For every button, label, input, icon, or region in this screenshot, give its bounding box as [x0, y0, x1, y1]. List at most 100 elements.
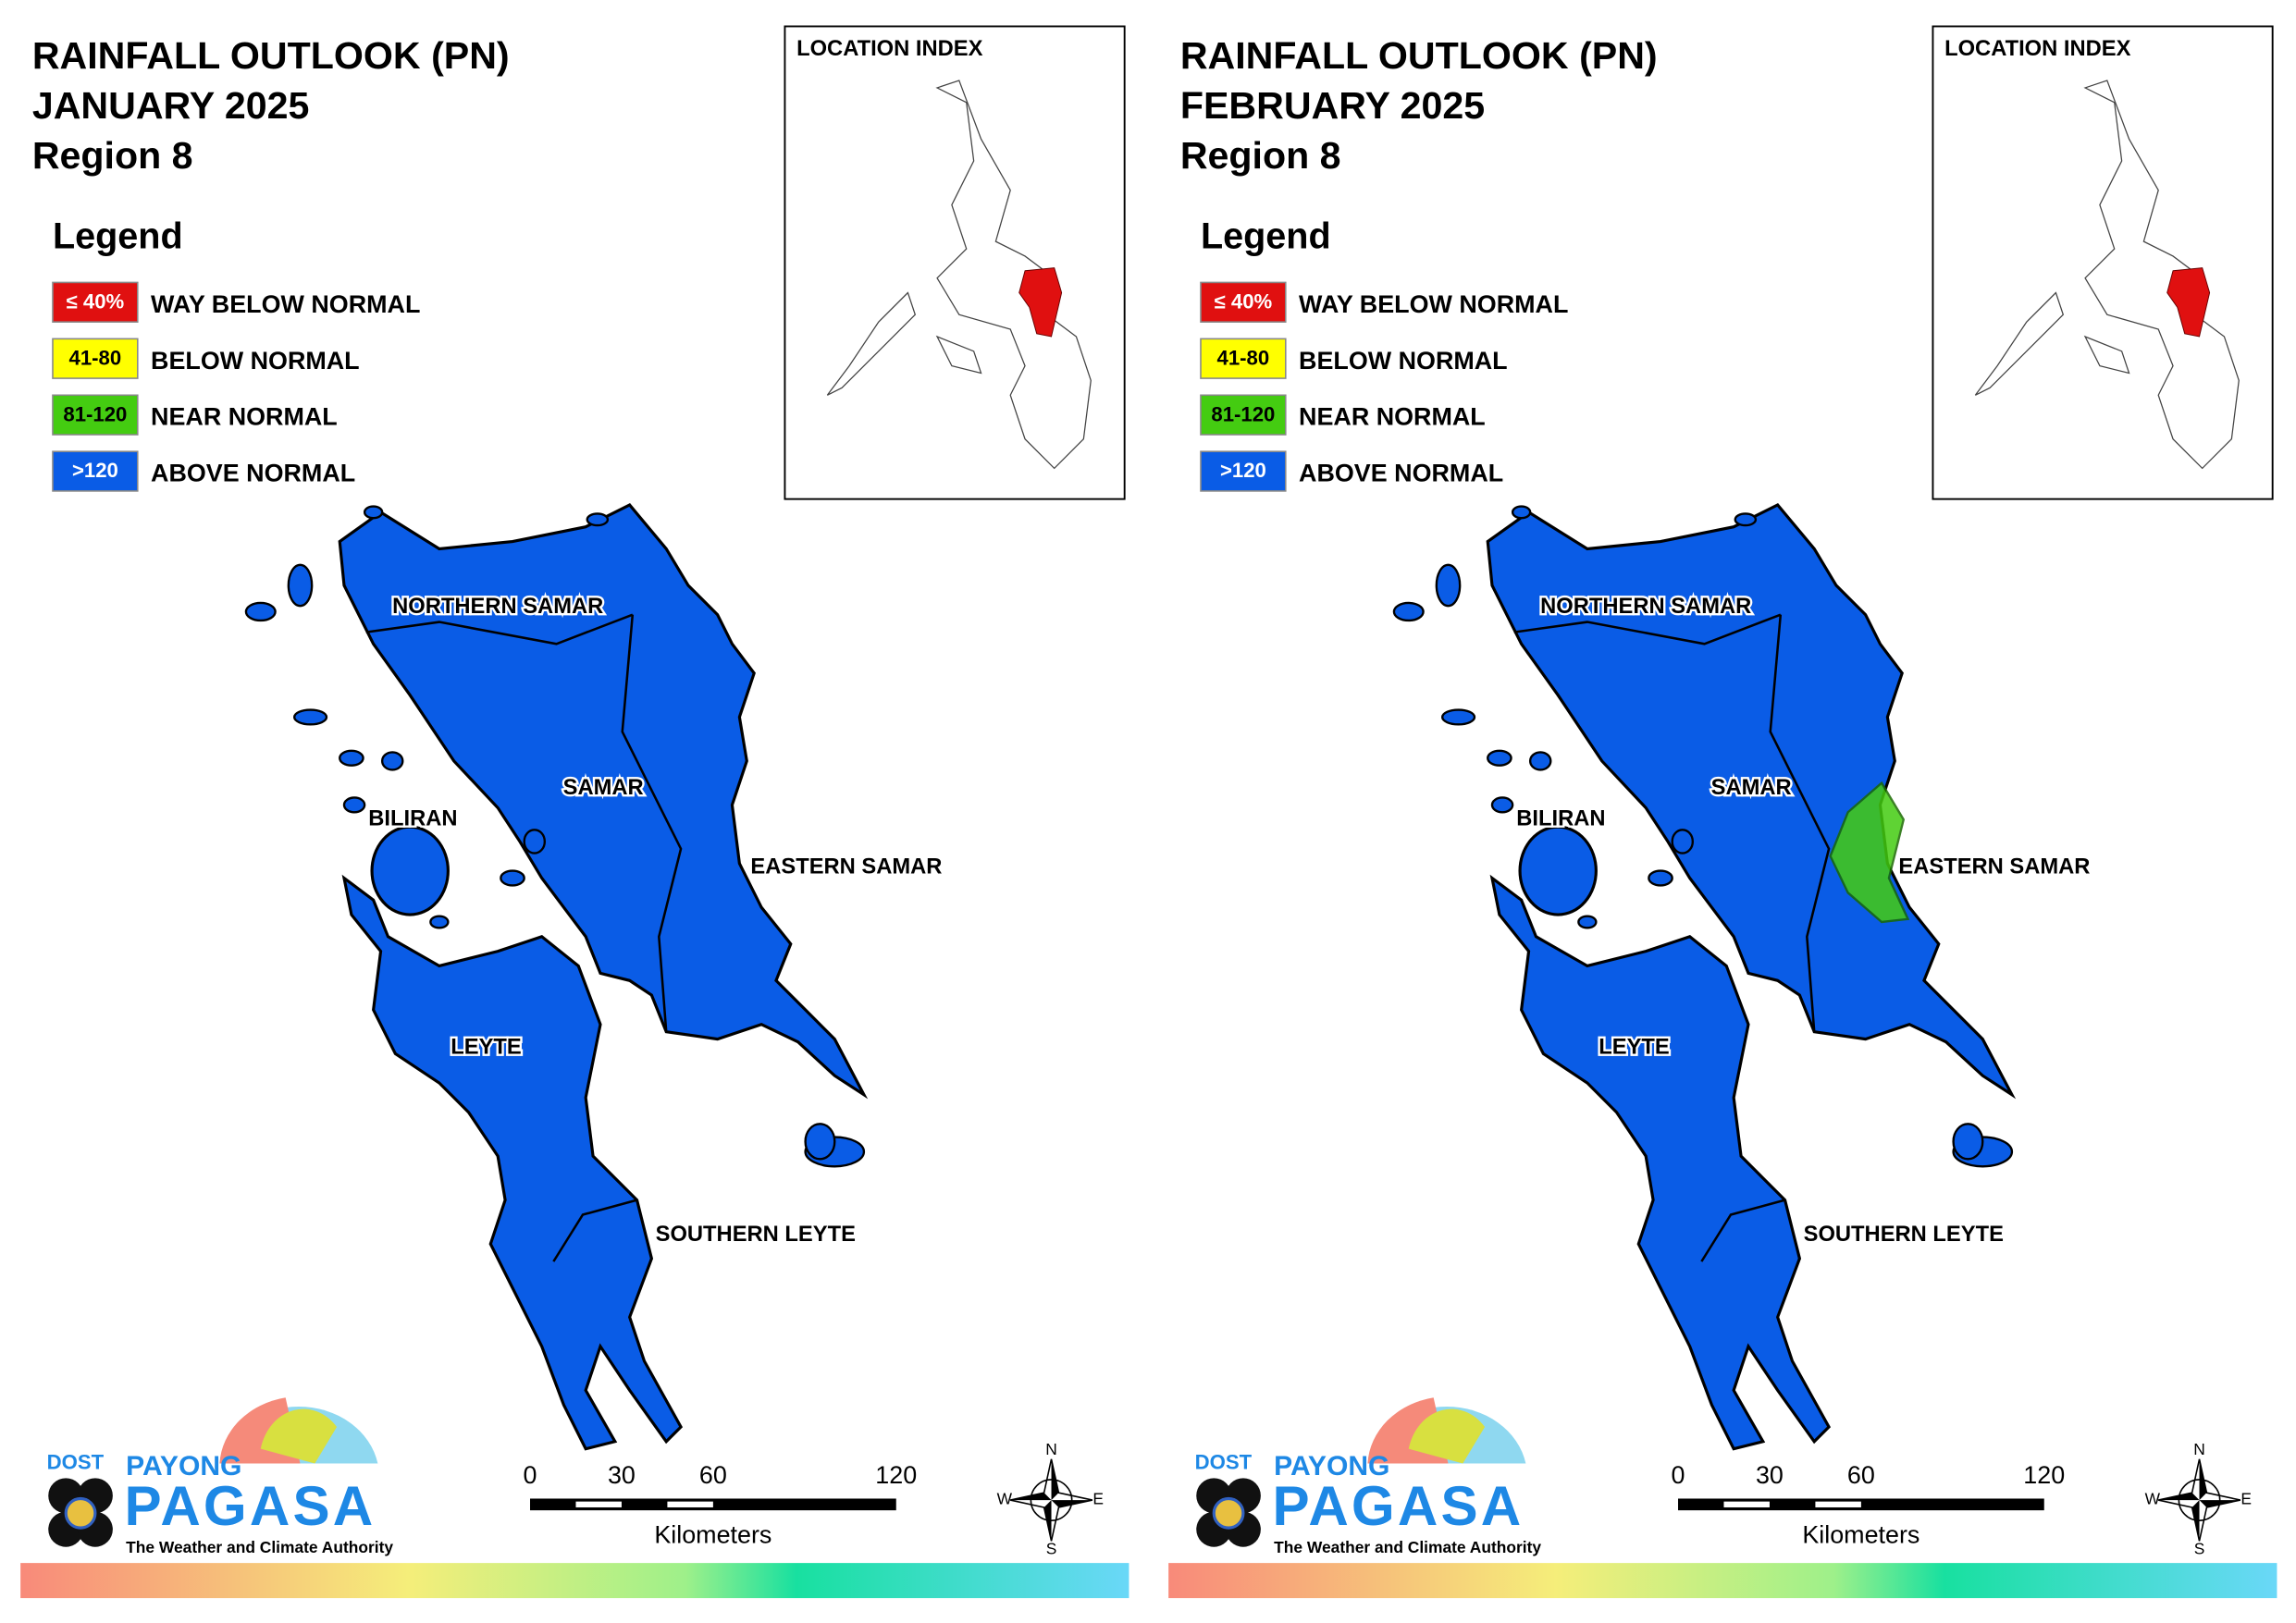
islet — [339, 749, 364, 767]
province-label: SOUTHERN LEYTE — [656, 1223, 856, 1247]
province-label: SAMAR — [1711, 776, 1792, 800]
legend-range: 81-120 — [63, 402, 127, 425]
logo-tagline: The Weather and Climate Authority — [126, 1538, 393, 1556]
scale-tick-label: 60 — [1847, 1461, 1875, 1489]
legend-label: ABOVE NORMAL — [151, 460, 355, 487]
islet — [363, 505, 384, 520]
umbrella-mid — [260, 1408, 338, 1464]
islet — [1671, 829, 1695, 855]
compass-rose-shade — [1010, 1458, 1092, 1542]
color-band — [20, 1563, 1129, 1599]
legend-swatch — [1200, 394, 1287, 436]
legend-swatch — [52, 281, 139, 323]
legend-swatch — [52, 450, 139, 492]
islet — [1435, 563, 1462, 608]
legend-range: >120 — [72, 459, 118, 482]
scale-tick-label: 60 — [699, 1461, 727, 1489]
biliran — [1518, 825, 1598, 916]
legend-title: Legend — [1201, 215, 1331, 256]
islet — [1440, 708, 1476, 726]
title-line: JANUARY 2025 — [32, 84, 310, 127]
islet — [523, 829, 547, 855]
islet — [1734, 512, 1758, 527]
legend-label: BELOW NORMAL — [1299, 347, 1508, 375]
islet — [380, 751, 404, 771]
panel: RAINFALL OUTLOOK (PN) JANUARY 2025 Region … — [20, 25, 1129, 1599]
legend-swatch — [1200, 450, 1287, 492]
color-band — [1168, 1563, 2277, 1599]
province-boundary — [621, 614, 683, 1032]
legend-range: ≤ 40% — [1215, 289, 1273, 313]
logo-seal — [1212, 1496, 1245, 1530]
islet — [804, 1123, 836, 1161]
province-boundary — [1700, 1199, 1785, 1262]
samar — [1486, 502, 2017, 1100]
scale-unit: Kilometers — [654, 1521, 772, 1549]
islet — [1511, 505, 1532, 520]
islet — [1952, 1123, 1984, 1161]
compass-letter: N — [2193, 1440, 2205, 1458]
scale-tick-label: 30 — [608, 1461, 636, 1489]
islet — [1490, 796, 1514, 814]
legend-swatch — [1200, 338, 1287, 379]
title-line: FEBRUARY 2025 — [1180, 84, 1485, 127]
umbrella-mid — [1408, 1408, 1486, 1464]
legend-range: 81-120 — [1211, 402, 1275, 425]
legend-range: >120 — [1220, 459, 1266, 482]
legend-label: WAY BELOW NORMAL — [151, 290, 420, 318]
province-label: SAMAR — [563, 776, 644, 800]
legend-swatch — [1200, 281, 1287, 323]
province-boundary — [1769, 614, 1831, 1032]
compass-letter: W — [2145, 1490, 2161, 1508]
islet — [1577, 915, 1598, 929]
compass-letter: S — [2194, 1539, 2205, 1557]
compass-letter: W — [997, 1490, 1013, 1508]
compass-letter: S — [1046, 1539, 1057, 1557]
scale-bar-segment — [1815, 1501, 1861, 1507]
compass-letter: N — [1045, 1440, 1057, 1458]
logo-tagline: The Weather and Climate Authority — [1274, 1538, 1541, 1556]
logo-payong: PAYONG — [126, 1451, 241, 1482]
philippines-outline — [826, 80, 1092, 470]
logo-pagasa: PAGASA — [1273, 1475, 1524, 1537]
title-line: RAINFALL OUTLOOK (PN) — [1180, 34, 1658, 77]
philippines-outline — [1974, 80, 2240, 470]
legend-range: ≤ 40% — [67, 289, 125, 313]
islet — [287, 563, 314, 608]
legend-swatch — [52, 394, 139, 436]
legend-title: Legend — [53, 215, 183, 256]
logo-pagasa: PAGASA — [125, 1475, 376, 1537]
province-boundary — [365, 613, 634, 646]
compass-rose-shade — [2158, 1458, 2240, 1542]
near-normal-area — [1829, 781, 1910, 924]
islet — [244, 601, 277, 622]
logo-dost: DOST — [1195, 1450, 1253, 1473]
legend-range: 41-80 — [69, 346, 122, 369]
title-line: RAINFALL OUTLOOK (PN) — [32, 34, 510, 77]
compass-letter: E — [2240, 1490, 2252, 1508]
province-label: NORTHERN SAMAR — [1540, 595, 1751, 619]
legend-swatch — [52, 338, 139, 379]
compass-ring — [2178, 1479, 2221, 1522]
logo-seal — [64, 1496, 97, 1530]
compass-letter: E — [1092, 1490, 1104, 1508]
islet — [1648, 869, 1673, 887]
compass-ring — [1030, 1479, 1073, 1522]
islet — [500, 869, 525, 887]
leyte — [341, 874, 684, 1451]
scale-tick-label: 0 — [524, 1461, 537, 1489]
scale-tick-label: 30 — [1756, 1461, 1784, 1489]
islet — [1528, 751, 1552, 771]
legend-label: BELOW NORMAL — [151, 347, 360, 375]
samar — [338, 502, 869, 1100]
islet — [1392, 601, 1425, 622]
scale-unit: Kilometers — [1802, 1521, 1920, 1549]
logo-dost: DOST — [47, 1450, 105, 1473]
biliran — [370, 825, 450, 916]
province-label: LEYTE — [451, 1035, 522, 1059]
province-label: BILIRAN — [1516, 806, 1605, 830]
scale-tick-label: 120 — [2023, 1461, 2065, 1489]
province-label: EASTERN SAMAR — [1898, 855, 2090, 879]
